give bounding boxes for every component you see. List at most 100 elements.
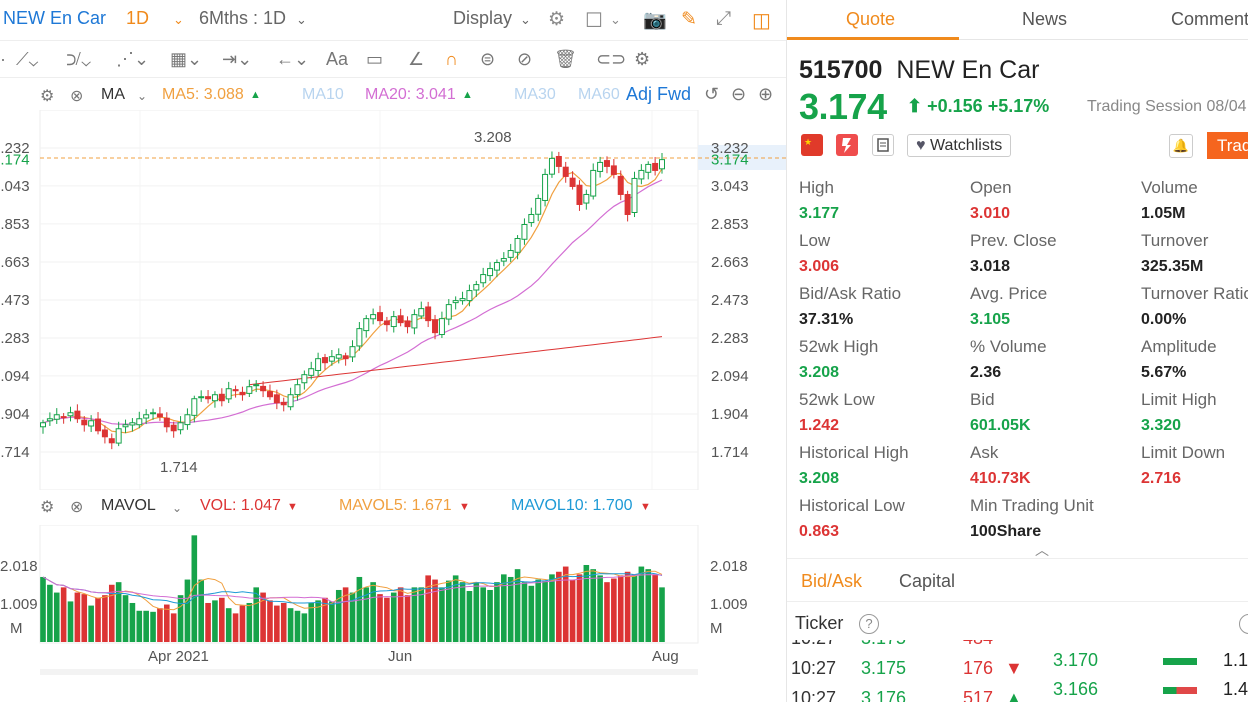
volume-bar bbox=[322, 597, 328, 642]
chevron-down-icon[interactable]: ⌄ bbox=[296, 12, 307, 27]
help-icon[interactable]: ? bbox=[859, 614, 879, 634]
tab-bid-ask[interactable]: Bid/Ask bbox=[801, 571, 863, 591]
fullscreen-icon[interactable]: ⤢ bbox=[716, 8, 732, 29]
adjust-forward[interactable]: Adj Fwd bbox=[626, 84, 692, 104]
candle-body bbox=[40, 422, 46, 428]
stat-label: Turnover Ratio bbox=[1141, 284, 1248, 303]
candle-body bbox=[301, 374, 308, 384]
lock-icon[interactable]: ⊜ bbox=[480, 49, 496, 69]
volume-bar bbox=[115, 582, 122, 642]
candle-body bbox=[645, 163, 652, 173]
gear-icon[interactable]: ⚙ bbox=[548, 9, 566, 30]
zoom-out-icon[interactable]: ⊖ bbox=[731, 84, 747, 104]
layout-icon[interactable]: ☐ bbox=[585, 10, 603, 32]
candle-body bbox=[253, 384, 260, 387]
navigator[interactable] bbox=[40, 669, 698, 675]
panel-toggle-icon[interactable]: ◫ bbox=[752, 10, 771, 32]
price-chart[interactable]: 3.208 1.714 3.2323.2323.1743.1743.0433.0… bbox=[0, 110, 786, 490]
candle-body bbox=[480, 274, 487, 284]
mavol-label[interactable]: MAVOL bbox=[101, 497, 156, 514]
candle-body bbox=[432, 319, 439, 334]
zigzag-tool-icon[interactable]: ⋰⌄ bbox=[116, 49, 150, 69]
stat-label: Historical Low bbox=[799, 496, 905, 515]
document-icon[interactable] bbox=[872, 134, 894, 156]
high-label: 3.208 bbox=[474, 129, 512, 146]
volume-bar bbox=[157, 608, 163, 642]
bell-icon[interactable]: 🔔 bbox=[1169, 134, 1193, 158]
watchlists-button[interactable]: ♥ Watchlists bbox=[907, 134, 1012, 157]
candle-body bbox=[548, 157, 555, 175]
collapse-icon[interactable]: ︿ bbox=[1035, 542, 1049, 558]
stat-value: 601.05K bbox=[970, 417, 1031, 434]
undo-icon[interactable]: ↺ bbox=[704, 84, 720, 104]
volume-bar bbox=[501, 574, 507, 642]
price-axis-label: 2.283 bbox=[711, 330, 749, 347]
hide-icon[interactable]: ⊘ bbox=[517, 49, 533, 69]
expand-icon[interactable] bbox=[1239, 614, 1248, 634]
chevron-down-icon[interactable]: ⌄ bbox=[172, 501, 183, 515]
chevron-down-icon[interactable]: ⌄ bbox=[520, 12, 531, 27]
candle-body bbox=[638, 169, 645, 180]
chevron-down-icon[interactable]: ⌄ bbox=[173, 12, 184, 27]
channel-tool-icon[interactable]: ⟉⌄ bbox=[66, 49, 91, 69]
volume-bar bbox=[308, 602, 315, 642]
book-qty: 1.1 bbox=[1223, 650, 1248, 670]
mavol10-line bbox=[42, 572, 663, 605]
settings-icon[interactable]: ⚙ bbox=[634, 49, 651, 69]
comment-icon[interactable]: ▭ bbox=[366, 49, 384, 69]
symbol-name[interactable]: NEW En Car bbox=[3, 8, 107, 28]
candle-body bbox=[156, 413, 163, 418]
close-icon[interactable]: ⊗ bbox=[70, 88, 84, 105]
ma30-label: MA30 bbox=[514, 86, 556, 103]
trade-button[interactable]: Trade bbox=[1207, 132, 1248, 159]
price-axis-label: 3.043 bbox=[711, 178, 749, 195]
low-label: 1.714 bbox=[160, 459, 198, 476]
interval-selector[interactable]: 1D bbox=[126, 8, 150, 28]
angle-icon[interactable]: ∠ bbox=[408, 49, 425, 69]
close-icon[interactable]: ⊗ bbox=[70, 499, 84, 516]
ticker-price: 3.176 bbox=[861, 688, 907, 702]
candle-body bbox=[418, 308, 425, 317]
volume-bar bbox=[40, 576, 46, 642]
volume-bar bbox=[136, 610, 143, 642]
tab-quote[interactable]: Quote bbox=[846, 9, 896, 29]
tab-capital[interactable]: Capital bbox=[899, 571, 956, 591]
arrow-tool-icon[interactable]: ←⌄ bbox=[276, 49, 310, 69]
candle-body bbox=[562, 166, 569, 177]
ma-label[interactable]: MA bbox=[101, 86, 125, 103]
stat-value: 3.105 bbox=[970, 311, 1011, 328]
chevron-down-icon[interactable]: ⌄ bbox=[137, 89, 148, 103]
x-axis-label: Jun bbox=[388, 648, 412, 665]
range-selector[interactable]: 6Mths : 1D bbox=[199, 8, 287, 28]
magnet-icon[interactable]: ∩ bbox=[445, 49, 458, 69]
measure-tool-icon[interactable]: ⇥⌄ bbox=[222, 49, 253, 69]
chevron-down-icon[interactable]: ⌄ bbox=[610, 12, 621, 27]
link-icon[interactable]: ⊂⊃ bbox=[596, 49, 627, 69]
pencil-icon[interactable]: ✎ bbox=[681, 9, 697, 30]
volume-chart[interactable]: 2.018 1.009 M 2.018 1.009 M Apr 2021 Jun… bbox=[0, 525, 786, 675]
china-flag-icon: ★ bbox=[801, 134, 823, 156]
price-axis-label-left: 3.232 bbox=[0, 140, 30, 157]
stat-value: 1.242 bbox=[799, 417, 840, 434]
fib-tool-icon[interactable]: ▦⌄ bbox=[170, 49, 203, 69]
trash-icon[interactable]: 🗑 bbox=[554, 49, 577, 69]
stat-label: High bbox=[799, 178, 834, 197]
candle-body bbox=[411, 314, 418, 329]
camera-icon[interactable]: 📷 bbox=[643, 10, 667, 31]
volume-bar bbox=[102, 595, 108, 642]
candles[interactable] bbox=[40, 151, 665, 450]
dot-icon[interactable]: · bbox=[0, 49, 6, 69]
line-tool-icon[interactable]: ⟋⌄ bbox=[16, 49, 39, 69]
zoom-in-icon[interactable]: ⊕ bbox=[758, 84, 774, 104]
text-tool[interactable]: Aa bbox=[326, 49, 349, 69]
tab-news[interactable]: News bbox=[1022, 9, 1068, 29]
candle-body bbox=[569, 177, 576, 187]
volume-bar bbox=[590, 569, 597, 642]
display-menu[interactable]: Display bbox=[453, 8, 513, 28]
candle-body bbox=[466, 290, 473, 302]
ma60-line bbox=[249, 336, 663, 386]
gear-icon[interactable]: ⚙ bbox=[40, 88, 55, 105]
gear-icon[interactable]: ⚙ bbox=[40, 499, 55, 516]
tab-comments[interactable]: Comments bbox=[1171, 9, 1248, 29]
ma20-value: MA20: 3.041 bbox=[365, 86, 456, 103]
